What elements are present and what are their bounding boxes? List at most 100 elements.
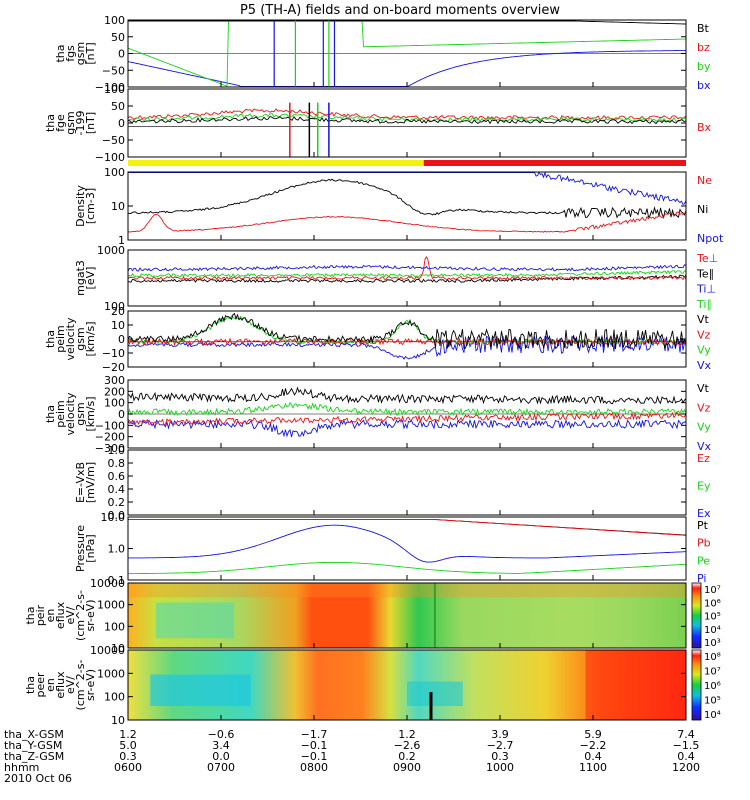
colorbar-tick-label: 10⁶ [704, 598, 721, 609]
y-axis-label: Pressure[nPa] [74, 525, 97, 572]
y-axis-label: thapeirenefluxeV/(cm^2-s-sr-eV) [24, 590, 97, 641]
y-tick-label: 10000 [90, 644, 125, 657]
y-tick-label: 1000 [97, 244, 125, 257]
axis-tick-label: 0900 [393, 761, 421, 774]
series-bx [127, 50, 686, 87]
colorbar-tick-label: 10⁵ [704, 696, 721, 707]
panel-pressure: 10.0 1.0 0.1 Pressure[nPa] Pt Pb Pe Pi [74, 511, 711, 587]
series-vz [127, 337, 687, 347]
y-tick-label: −100 [95, 81, 125, 94]
legend-ni: Ni [697, 203, 708, 216]
y-tick-label: −100 [95, 419, 125, 432]
axis-tick-label: 0.0 [212, 750, 230, 763]
legend-pi: Pi [697, 572, 706, 585]
axis-tick-label: 5.9 [584, 728, 602, 741]
legend-vx: Vx [697, 359, 712, 372]
y-tick-label: −50 [102, 64, 125, 77]
panel-frame [127, 449, 687, 516]
y-axis-label: thapeimvelocitygsm[km/s] [44, 317, 97, 360]
axis-tick-label: 1.2 [119, 728, 137, 741]
axis-tick-label: 1100 [579, 761, 607, 774]
series-bt [128, 20, 686, 25]
series-pb [128, 519, 687, 536]
axis-tick-label: −1.7 [301, 728, 328, 741]
y-tick-label: 100 [104, 691, 125, 704]
mode-bar-fast [423, 160, 686, 166]
panel-temp: 1000 100 mgat3[eV] Te⊥ Te∥ Ti⊥ Ti∥ [74, 244, 718, 313]
legend-vy: Vy [697, 344, 711, 357]
legend-vx: Vx [697, 440, 712, 453]
axis-row-label: tha_X-GSM [4, 728, 64, 741]
y-tick-label: 50 [111, 31, 125, 44]
legend-pe: Pe [697, 554, 710, 567]
series-fge-red [127, 108, 687, 121]
series-fge-green [127, 113, 687, 123]
y-tick-label: 100 [104, 620, 125, 633]
legend-ey: Ey [697, 480, 711, 493]
legend-pb: Pb [697, 537, 711, 550]
y-tick-label: 100 [104, 300, 125, 313]
legend-ti∥: Ti∥ [696, 298, 712, 311]
y-tick-label: −50 [102, 134, 125, 147]
y-tick-label: 1000 [97, 667, 125, 680]
series-vx [127, 335, 687, 360]
colorbar-tick-label: 10⁶ [704, 681, 721, 692]
y-tick-label: 0 [118, 408, 125, 421]
axis-tick-label: 3.9 [491, 728, 509, 741]
axis-tick-label: 7.4 [677, 728, 695, 741]
legend-vt: Vt [697, 382, 710, 395]
series-te-par [127, 274, 687, 284]
y-tick-label: 0.8 [108, 457, 126, 470]
colorbar-tick-label: 10⁵ [704, 612, 721, 623]
panel-density: 100 10 1 Density[cm-3] Ne Ni Npot [74, 166, 724, 247]
y-tick-label: 200 [104, 385, 125, 398]
axis-tick-label: −2.6 [394, 739, 421, 752]
y-tick-label: 100 [104, 14, 125, 27]
series-vy [127, 401, 687, 417]
series-vy [127, 315, 687, 345]
axis-row-label: hhmm [4, 761, 39, 774]
y-tick-label: 300 [104, 374, 125, 387]
y-tick-label: −300 [95, 442, 125, 455]
axis-tick-label: 0700 [207, 761, 235, 774]
axis-tick-label: 0.3 [119, 750, 137, 763]
y-tick-label: 10 [111, 200, 125, 213]
colorbar-tick-label: 10⁷ [704, 667, 721, 678]
colorbar-tick-label: 10⁸ [704, 652, 721, 663]
y-tick-label: 10000 [90, 577, 125, 590]
panel-fge: 100 50 0 −50 −100 thafgegsm-199[nT] Bx [44, 83, 712, 166]
legend-te∥: Te∥ [696, 267, 714, 280]
legend-pt: Pt [697, 519, 709, 532]
axis-tick-label: −2.7 [487, 739, 514, 752]
y-tick-label: 1.0 [108, 444, 126, 457]
series-fge-black [127, 115, 687, 125]
series-ti-perp [127, 264, 687, 272]
y-tick-label: 1.0 [108, 543, 126, 556]
y-tick-label: 10.0 [101, 511, 126, 524]
series-te-perp [127, 255, 687, 281]
panel-frame [127, 88, 687, 158]
panel-frame [127, 516, 687, 581]
spectrogram-blob [407, 681, 463, 706]
y-tick-label: 100 [104, 166, 125, 179]
series-vz [127, 411, 687, 426]
legend-bt: Bt [697, 22, 710, 35]
colorbar-tick-label: 10³ [704, 638, 721, 649]
y-tick-label: −100 [95, 151, 125, 164]
y-tick-label: 0 [118, 333, 125, 346]
series-ni [127, 178, 687, 219]
y-tick-label: −200 [95, 431, 125, 444]
y-tick-label: 0.6 [108, 470, 126, 483]
colorbar-tick-label: 10⁷ [704, 585, 721, 596]
series-vx [127, 418, 687, 438]
y-tick-label: 0.4 [108, 483, 126, 496]
y-axis-label: thapeerenefluxeV/(cm^2-s-sr-eV) [24, 660, 97, 711]
series-npot [128, 171, 687, 206]
y-tick-label: 50 [111, 100, 125, 113]
legend-by: by [697, 60, 711, 73]
legend-vt: Vt [697, 313, 710, 326]
axis-tick-label: 0.4 [677, 750, 695, 763]
y-tick-label: 10 [111, 714, 125, 727]
